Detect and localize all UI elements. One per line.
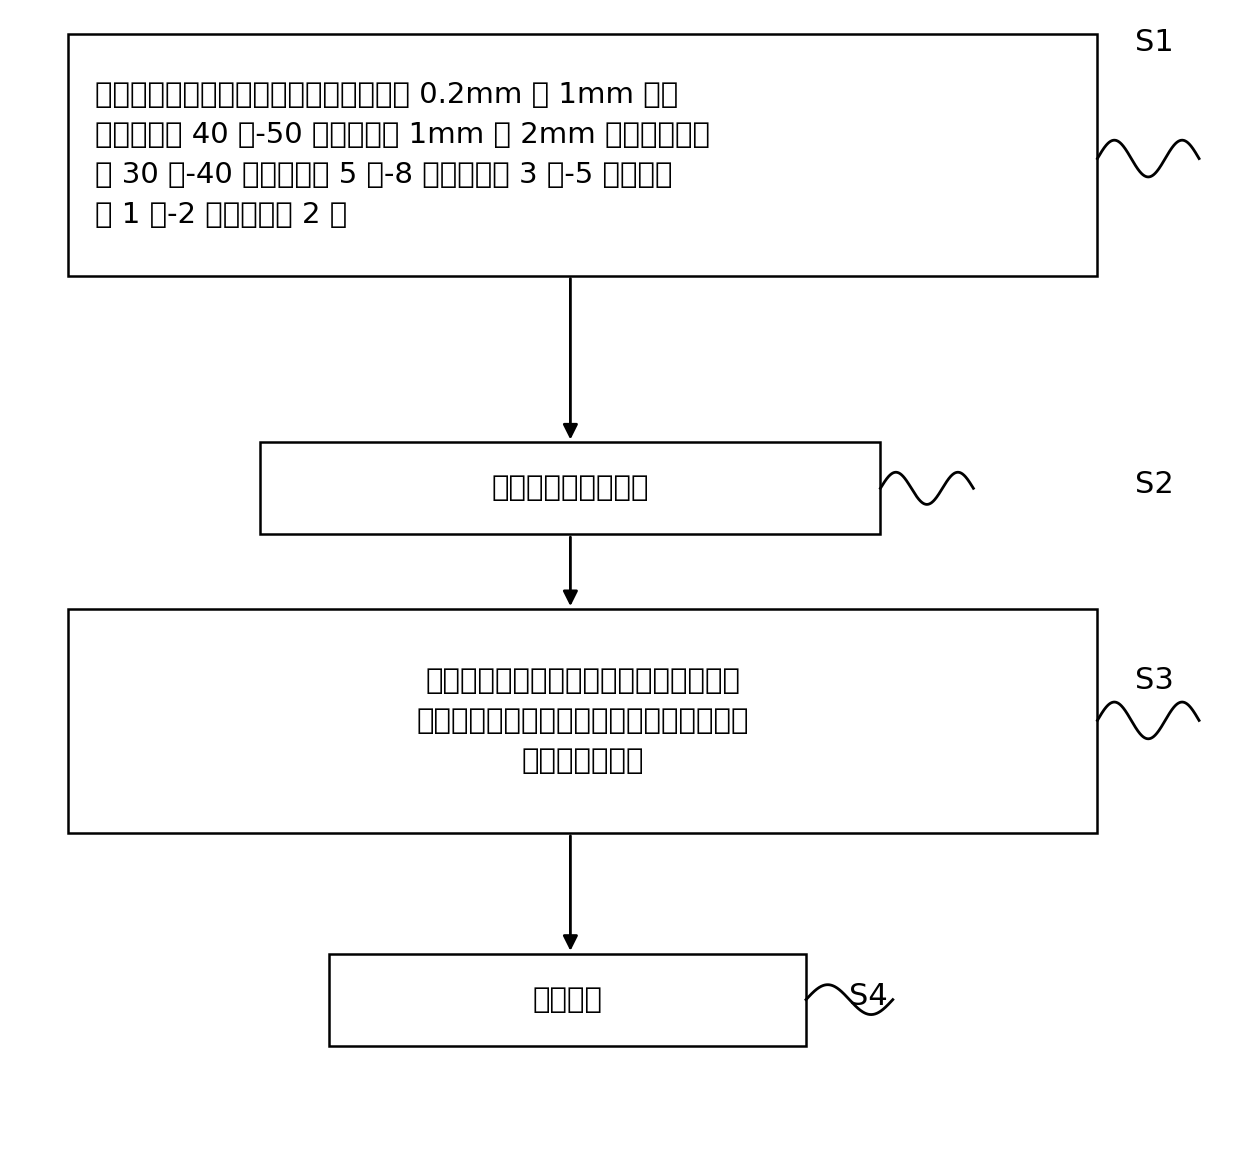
FancyBboxPatch shape [68,34,1097,276]
FancyBboxPatch shape [260,442,880,534]
Text: 将原料均匀混合，所述原料包括：直径为 0.2mm 至 1mm 的氧
化铝空心球 40 份-50 份，直径为 1mm 至 2mm 的氧化铝空心
球 30 份-40: 将原料均匀混合，所述原料包括：直径为 0.2mm 至 1mm 的氧 化铝空心球 … [95,80,711,230]
Text: S4: S4 [849,981,888,1011]
Text: 高温烧结: 高温烧结 [532,986,603,1013]
FancyBboxPatch shape [329,954,806,1046]
Text: S2: S2 [1135,470,1173,500]
Text: 挤压成型出元件的形状，所述元件呈圆筒
状，所述元件的一端为开口，所述元件的另
一端设置有底部: 挤压成型出元件的形状，所述元件呈圆筒 状，所述元件的一端为开口，所述元件的另 一… [417,666,749,776]
Text: 加入水混合所述原料: 加入水混合所述原料 [491,475,650,502]
Text: S1: S1 [1135,28,1173,57]
Text: S3: S3 [1135,665,1173,695]
FancyBboxPatch shape [68,609,1097,833]
